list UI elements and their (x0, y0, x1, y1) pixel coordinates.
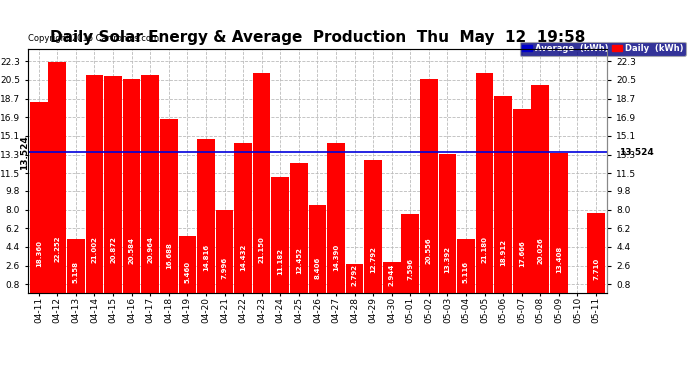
Bar (346, 264, 364, 292)
Bar (30, 102, 48, 292)
Text: 7.596: 7.596 (407, 258, 413, 280)
Bar (290, 164, 308, 292)
Text: Copyright 2016 Cartronics.com: Copyright 2016 Cartronics.com (28, 34, 159, 43)
Text: 20.556: 20.556 (426, 237, 432, 264)
Text: 5.158: 5.158 (73, 261, 79, 283)
Text: 18.360: 18.360 (36, 240, 42, 267)
Bar (383, 262, 400, 292)
Legend: Average  (kWh), Daily  (kWh): Average (kWh), Daily (kWh) (520, 42, 686, 56)
Title: Daily Solar Energy & Average  Production  Thu  May  12  19:58: Daily Solar Energy & Average Production … (50, 30, 585, 45)
Text: 2.944: 2.944 (388, 263, 395, 286)
Text: 18.912: 18.912 (500, 239, 506, 266)
Text: 2.792: 2.792 (351, 264, 357, 286)
Text: 11.182: 11.182 (277, 249, 284, 276)
Text: 8.406: 8.406 (315, 256, 320, 279)
Text: 20.584: 20.584 (128, 237, 135, 264)
Text: 5.460: 5.460 (184, 261, 190, 283)
Text: 12.452: 12.452 (296, 247, 302, 274)
Bar (327, 143, 345, 292)
Bar (160, 119, 177, 292)
Bar (216, 210, 233, 292)
Bar (104, 76, 122, 292)
Bar (123, 79, 141, 292)
Text: 13.524: 13.524 (21, 135, 30, 170)
Text: 5.116: 5.116 (463, 261, 469, 283)
Text: 20.026: 20.026 (538, 238, 543, 264)
Bar (513, 109, 531, 292)
Bar (235, 143, 252, 292)
Bar (48, 62, 66, 292)
Bar (587, 213, 605, 292)
Text: 20.964: 20.964 (147, 236, 153, 263)
Bar (67, 239, 85, 292)
Text: 12.792: 12.792 (370, 247, 376, 273)
Text: 13.392: 13.392 (444, 246, 451, 273)
Bar (364, 160, 382, 292)
Text: 21.002: 21.002 (92, 236, 97, 263)
Text: 7.996: 7.996 (221, 257, 228, 279)
Text: 14.432: 14.432 (240, 244, 246, 272)
Bar (86, 75, 104, 292)
Bar (494, 96, 512, 292)
Text: 13.524: 13.524 (619, 148, 653, 157)
Bar (420, 79, 437, 292)
Bar (439, 154, 456, 292)
Bar (179, 236, 196, 292)
Bar (402, 214, 419, 292)
Bar (550, 153, 568, 292)
Bar (531, 85, 549, 292)
Bar (308, 205, 326, 292)
Text: 14.390: 14.390 (333, 244, 339, 272)
Text: 20.872: 20.872 (110, 237, 116, 263)
Bar (197, 139, 215, 292)
Text: 21.180: 21.180 (482, 236, 488, 263)
Bar (253, 73, 270, 292)
Text: 13.408: 13.408 (556, 246, 562, 273)
Bar (271, 177, 289, 292)
Bar (141, 75, 159, 292)
Text: 21.150: 21.150 (259, 236, 265, 263)
Text: 17.666: 17.666 (519, 241, 525, 267)
Text: 16.688: 16.688 (166, 242, 172, 268)
Text: 7.710: 7.710 (593, 258, 599, 280)
Text: 22.252: 22.252 (55, 235, 60, 262)
Bar (476, 73, 493, 292)
Text: 14.816: 14.816 (203, 244, 209, 271)
Bar (457, 239, 475, 292)
